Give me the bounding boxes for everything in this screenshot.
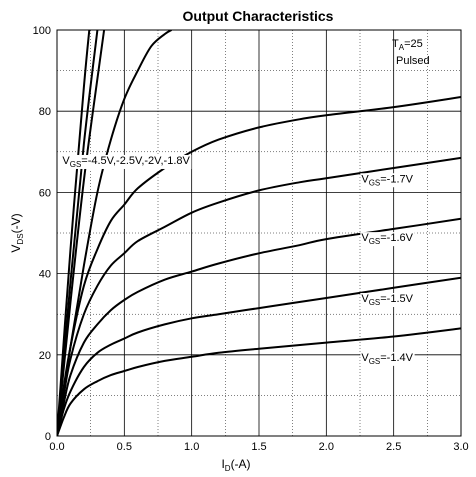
curve-vgs-1.5v (57, 217, 461, 436)
ta-rest: =25 (404, 38, 423, 50)
curve-vgs-1.6v (57, 156, 461, 436)
y-axis-label: VDS(-V) (9, 213, 25, 252)
y-tick-label: 40 (39, 269, 51, 281)
x-axis-label-rest: (-A) (231, 457, 251, 471)
x-tick-label: 0.0 (49, 441, 64, 453)
curve-label: VGS=-1.5V (360, 293, 415, 308)
curve-labels: VGS=-4.5V,-2.5V,-2V,-1.8V VGS=-1.7V VGS=-1… (61, 154, 415, 366)
curve-label-bg (360, 232, 415, 247)
ta-main: T (392, 38, 399, 50)
tick-labels: 0.0 0.5 1.0 1.5 2.0 2.5 3.0 0 20 40 60 80 100 (33, 25, 469, 453)
curve-label-bg (61, 154, 192, 169)
curves (57, 30, 461, 436)
curve-label: VGS=-1.6V (360, 232, 415, 247)
y-tick-label: 100 (33, 25, 51, 37)
curve-label-bg (360, 293, 415, 308)
y-tick-label: 80 (39, 106, 51, 118)
x-tick-label: 3.0 (453, 441, 468, 453)
curve-label: VGS=-1.4V (360, 351, 415, 366)
x-tick-label: 0.5 (117, 441, 132, 453)
y-tick-label: 20 (39, 350, 51, 362)
curve-vgs-1.3v (57, 327, 461, 436)
chart-title: Output Characteristics (183, 8, 334, 24)
curve-label-text: VGS=-1.4V (361, 352, 413, 366)
x-axis-label-sub: D (225, 464, 231, 473)
x-axis-label-main: I (221, 457, 224, 471)
x-tick-label: 2.5 (386, 441, 401, 453)
x-axis-label: ID(-A) (221, 457, 250, 473)
y-axis-label-sub: DS (16, 233, 25, 244)
y-tick-label: 0 (45, 431, 51, 443)
y-axis-label-main: V (9, 245, 23, 253)
pulsed-condition: Pulsed (396, 55, 430, 67)
curve-vgs-4.5v (57, 30, 91, 436)
curve-vgs-1.4v (57, 276, 461, 436)
x-tick-label: 1.5 (251, 441, 266, 453)
curve-label-text: VGS=-4.5V,-2.5V,-2V,-1.8V (62, 155, 190, 169)
curve-label-text: VGS=-1.7V (361, 173, 413, 187)
y-axis-label-rest: (-V) (9, 213, 23, 233)
curve-label: VGS=-1.7V (360, 173, 415, 188)
curve-label-text: VGS=-1.5V (361, 293, 413, 307)
y-tick-label: 60 (39, 187, 51, 199)
ta-condition: TA=25 (392, 38, 423, 52)
curve-label-bg (360, 351, 415, 366)
curve-label-text: VGS=-1.6V (361, 232, 413, 246)
curve-label: VGS=-4.5V,-2.5V,-2V,-1.8V (61, 154, 192, 169)
x-tick-label: 1.0 (184, 441, 199, 453)
x-tick-label: 2.0 (319, 441, 334, 453)
curve-vgs-2v (57, 30, 106, 436)
ta-sub: A (399, 43, 405, 52)
curve-vgs-1.7v (57, 96, 461, 436)
curve-label-bg (360, 173, 415, 188)
plot-frame (56, 29, 462, 437)
